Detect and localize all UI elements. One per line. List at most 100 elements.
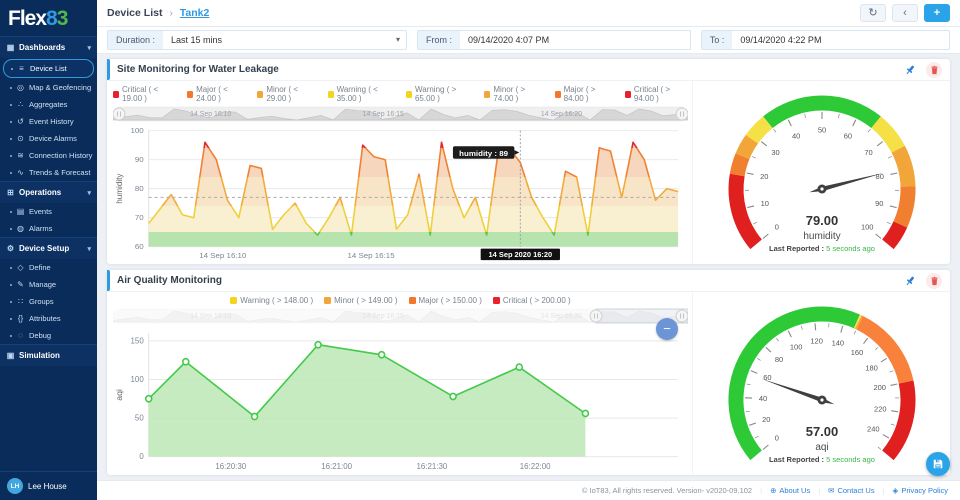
duration-select[interactable]: Duration : Last 15 mins ▾ [107,30,407,50]
legend-swatch [492,297,500,304]
last-reported: Last Reported : 5 seconds ago [769,455,875,464]
legend-label: Warning ( > 148.00 ) [240,296,314,305]
legend-item[interactable]: Major ( < 24.00 ) [187,85,246,103]
svg-text:14 Sep 16:20: 14 Sep 16:20 [541,313,582,320]
panel-header: Air Quality Monitoring [107,270,950,292]
user-profile[interactable]: LH Lee House [0,471,97,500]
chart-tooltip [452,146,515,159]
sidebar-item-label: Event History [29,117,74,126]
document-icon: ▤ [16,207,25,216]
pin-button[interactable] [902,62,918,78]
duration-value[interactable]: Last 15 mins [171,35,223,45]
svg-text:0: 0 [139,452,144,461]
sidebar-item-trends-forecast[interactable]: ∿ Trends & Forecast [0,164,97,181]
sidebar-item-debug[interactable]: ◌ Debug [0,327,97,344]
legend-item[interactable]: Warning ( > 65.00 ) [406,85,473,103]
bullet-dot [10,210,12,213]
refresh-icon: ↻ [868,7,878,19]
to-value[interactable]: 09/14/2020 4:22 PM [740,35,822,45]
legend-item[interactable]: Major ( > 84.00 ) [554,85,614,103]
footer-link-contact-us[interactable]: ✉ Contact Us [828,486,874,495]
sidebar-item-manage[interactable]: ✎ Manage [0,276,97,293]
legend-swatch [324,297,332,304]
from-value[interactable]: 09/14/2020 4:07 PM [468,35,550,45]
sidebar-section-simulation[interactable]: ▣ Simulation [0,344,97,366]
legend-item[interactable]: Critical ( > 200.00 ) [492,296,571,305]
zoom-out-button[interactable]: − [656,318,678,340]
sidebar-item-groups[interactable]: ∷ Groups [0,293,97,310]
legend-label: Major ( > 84.00 ) [563,85,596,103]
refresh-button[interactable]: ↻ [860,4,886,22]
bell-icon: ◍ [17,224,24,233]
svg-text:60: 60 [763,373,771,382]
legend-item[interactable]: Warning ( < 35.00 ) [327,85,395,103]
gauge-needle [808,172,884,192]
svg-text:100: 100 [131,126,145,135]
svg-text:240: 240 [867,424,880,433]
sidebar: Flex83 ▦ Dashboards ▾ ≡ Device List ◎ Map & Ge… [0,0,97,500]
aqi-line-chart[interactable]: 0 50 100 150 aqi 16:20:30 16:21:00 16:21:30 16:2… [113,325,688,473]
legend-item[interactable]: Major ( > 150.00 ) [408,296,482,305]
sidebar-item-define[interactable]: ◇ Define [0,259,97,276]
legend-item[interactable]: Warning ( > 148.00 ) [230,296,313,305]
sidebar-item-map-geofencing[interactable]: ◎ Map & Geofencing [0,79,97,96]
footer-separator: | [760,486,763,495]
breadcrumb-current-link[interactable]: Tank2 [179,7,210,19]
legend-item[interactable]: Minor ( > 149.00 ) [324,296,398,305]
humidity-area-chart[interactable]: 60 70 80 90 100 humidity 14 Sep 16:10 14 Sep 16… [113,123,688,262]
bullet-dot [10,171,12,174]
svg-text:220: 220 [874,404,887,413]
brand-text-3: 3 [56,7,69,30]
sidebar-item-connection-history[interactable]: ≋ Connection History [0,147,97,164]
sidebar-item-events[interactable]: ▤ Events [0,203,97,220]
footer-link-label: Privacy Policy [901,486,948,495]
legend-swatch [554,90,561,98]
sidebar-item-label: Debug [29,331,52,340]
chart-navigator[interactable]: 14 Sep 16:10 14 Sep 16:15 14 Sep 16:20 [113,105,688,123]
svg-text:0: 0 [774,222,778,231]
brand-text-8: 8 [46,7,58,30]
sidebar-item-aggregates[interactable]: ∴ Aggregates [0,96,97,113]
delete-button[interactable] [926,61,942,78]
legend-item[interactable]: Minor ( < 29.00 ) [257,85,316,103]
breadcrumb-sep-icon: › [169,7,173,19]
bullet-dot [10,334,12,337]
legend-item[interactable]: Critical ( < 19.00 ) [113,85,176,103]
svg-text:14 Sep 16:10: 14 Sep 16:10 [199,251,247,260]
svg-text:60: 60 [135,242,144,251]
sidebar-section-dashboards[interactable]: ▦ Dashboards ▾ [0,36,97,58]
to-label: To : [701,31,733,49]
sidebar-section-device-setup[interactable]: ⚙ Device Setup ▾ [0,237,97,259]
sidebar-section-label: Device Setup [19,244,70,253]
from-datetime-field[interactable]: From : 09/14/2020 4:07 PM [417,30,691,50]
sidebar-item-label: Attributes [29,314,61,323]
sidebar-item-attributes[interactable]: {} Attributes [0,310,97,327]
map-pin-icon: ◎ [17,83,24,92]
legend-item[interactable]: Minor ( > 74.00 ) [484,85,543,103]
gauge-label: aqi [815,442,828,453]
collapse-button[interactable]: ‹ [892,4,918,22]
sidebar-item-alarms[interactable]: ◍ Alarms [0,220,97,237]
chart-navigator[interactable]: 14 Sep 16:10 14 Sep 16:15 14 Sep 16:20 [113,307,688,325]
humidity-gauge: 0 10 20 30 40 50 60 70 80 90 100 79.00 humidity Last … [728,95,916,253]
legend-item[interactable]: Critical ( > 94.00 ) [624,85,688,103]
sidebar-item-device-alarms[interactable]: ⊙ Device Alarms [0,130,97,147]
to-datetime-field[interactable]: To : 09/14/2020 4:22 PM [700,30,950,50]
sidebar-item-device-list[interactable]: ≡ Device List [3,59,94,78]
mail-icon: ✉ [828,486,835,495]
legend-label: Warning ( > 65.00 ) [414,85,457,103]
footer-link-about-us[interactable]: ⊕ About Us [770,486,810,495]
nodes-icon: ∴ [17,100,24,109]
svg-text:14 Sep 16:15: 14 Sep 16:15 [363,313,404,320]
sidebar-item-label: Aggregates [29,100,68,109]
footer-link-privacy-policy[interactable]: ◈ Privacy Policy [893,486,948,495]
sidebar-item-event-history[interactable]: ↺ Event History [0,113,97,130]
add-widget-button[interactable]: + [924,4,950,22]
last-reported: Last Reported : 5 seconds ago [769,244,875,253]
pin-button[interactable] [902,273,918,289]
sidebar-section-operations[interactable]: ⊞ Operations ▾ [0,181,97,203]
delete-button[interactable] [926,272,942,289]
panel-title: Site Monitoring for Water Leakage [117,64,279,75]
navigator-handle [589,309,603,323]
save-button[interactable] [926,452,950,476]
